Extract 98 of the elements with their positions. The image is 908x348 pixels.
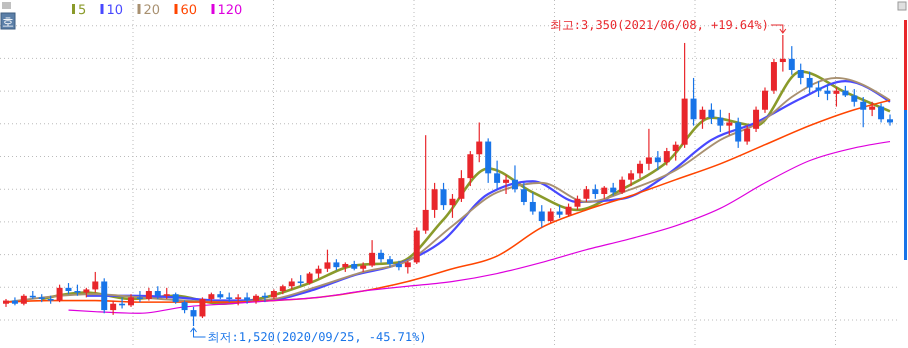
candlestick [30,290,36,300]
candlestick [422,134,429,234]
legend-label: 60 [180,3,198,18]
candlestick [753,106,760,133]
candlestick [556,204,563,218]
candlestick [869,101,876,117]
candlestick [404,260,411,274]
candlestick [583,185,590,203]
candlestick [253,294,260,304]
candlestick [154,286,161,300]
candlestick [574,195,580,211]
candlestick [288,278,295,290]
candlestick [476,122,482,163]
candlestick [548,208,554,224]
candlestick [619,176,626,195]
candlestick [566,202,572,217]
candlestick [190,306,197,327]
candlestick [136,290,143,303]
candlestick [690,77,697,126]
candlestick [378,249,384,263]
candlestick [440,182,447,211]
candlestick [762,86,768,114]
candlestick [244,292,250,304]
candlestick [860,96,866,128]
candlestick [449,193,456,218]
candlestick [56,284,63,303]
candlestick [708,102,714,125]
candlestick [92,271,98,294]
candlestick [386,255,393,268]
candlestick [432,182,438,218]
candlestick [494,160,500,190]
candlestick [610,182,616,196]
candlestick [530,192,536,216]
candlestick [512,164,518,194]
candlestick [467,150,474,187]
text: 최고:3,350(2021/06/08, +19.64%) [550,18,769,32]
candlestick [503,174,510,195]
candlestick [833,86,840,108]
candlestick [458,170,464,203]
candlestick [798,63,804,85]
candlestick [20,294,27,306]
candlestick [851,88,858,108]
legend-label: 5 [78,3,86,18]
candlestick [664,147,670,166]
legend-label: 10 [106,3,124,18]
candlestick [628,170,634,187]
candlestick [262,292,268,303]
candlestick [360,262,366,273]
text: 최저:1,520(2020/09/25, -45.71%) [208,330,427,344]
candlestick [270,288,277,300]
legend-label: 20 [144,3,160,18]
candlestick [744,125,750,146]
candlestick [66,282,72,295]
candlestick [280,284,286,295]
candlestick [816,80,822,98]
candlestick [298,274,304,287]
candlestick [788,46,795,76]
candlestick [369,240,376,268]
candlestick [396,260,402,271]
candlestick [119,296,126,310]
candlestick [208,292,214,303]
candlestick [333,258,340,271]
candlestick [672,140,679,162]
candlestick [342,262,348,273]
candlestick [592,184,598,200]
candlestick [306,271,313,286]
candlestick [726,112,732,136]
candlestick [538,204,545,228]
candlestick [824,84,830,101]
candlestick [83,287,90,298]
candlestick [735,117,742,148]
candlestick [636,160,643,179]
candlestick [172,292,179,304]
candlestick [842,85,848,98]
candlestick [646,128,652,171]
candlestick [806,70,813,94]
candlestick [654,150,661,171]
legend-label: 120 [218,3,242,18]
candlestick [780,34,786,72]
candlestick [520,182,527,206]
candlestick [226,292,232,303]
candlestick [199,296,206,319]
candlestick [235,294,242,306]
candlestick [324,249,330,273]
candlestick [110,300,116,316]
candlestick [601,185,608,200]
candlestick [128,294,134,308]
candlestick [146,287,152,302]
candlestick [717,109,724,133]
candlestick [74,284,80,296]
candlestick [38,294,45,303]
candlestick [316,264,322,279]
candlestick [878,102,884,124]
candlestick [182,300,188,314]
candlestick [164,287,170,300]
candlestick [351,260,358,271]
candlestick [887,114,893,126]
candlestick [699,106,706,130]
